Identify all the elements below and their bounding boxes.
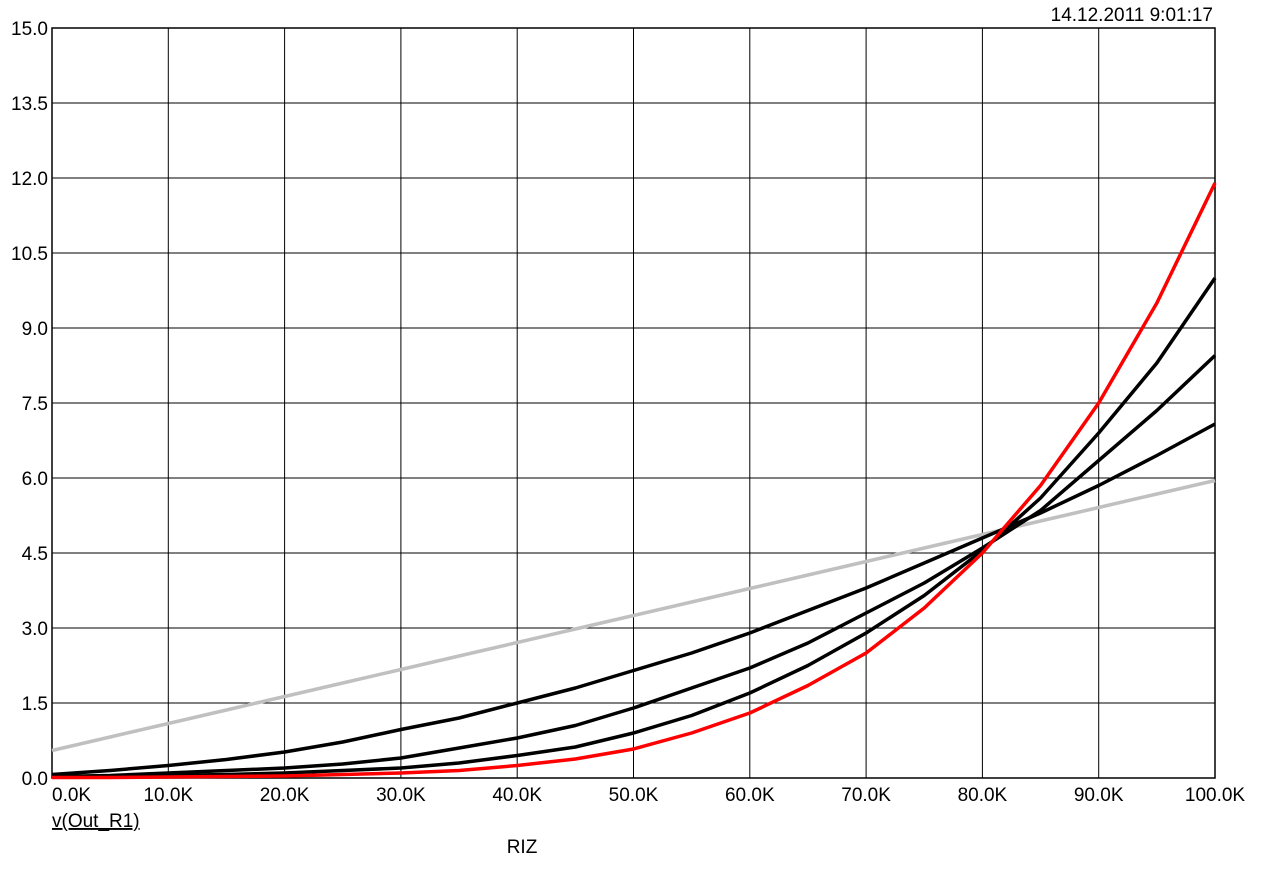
x-tick-label: 90.0K	[1074, 785, 1124, 806]
x-tick-label: 30.0K	[376, 785, 426, 806]
y-tick-label: 15.0	[11, 19, 48, 40]
y-tick-label: 6.0	[22, 469, 48, 490]
y-tick-label: 9.0	[22, 319, 48, 340]
x-tick-label: 80.0K	[958, 785, 1008, 806]
x-tick-label: 60.0K	[725, 785, 775, 806]
y-tick-label: 1.5	[22, 694, 48, 715]
legend-label: v(Out_R1)	[52, 811, 140, 832]
series-line	[51, 478, 1216, 753]
x-tick-label: 100.0K	[1185, 785, 1246, 806]
y-tick-label: 4.5	[22, 544, 48, 565]
series-line	[51, 354, 1217, 779]
y-tick-label: 10.5	[11, 244, 48, 265]
plot-border	[51, 27, 1216, 779]
x-tick-label: 70.0K	[841, 785, 891, 806]
x-tick-label: 50.0K	[609, 785, 659, 806]
y-tick-label: 7.5	[22, 394, 48, 415]
series-line	[51, 277, 1217, 779]
timestamp: 14.12.2011 9:01:17	[1051, 5, 1213, 26]
y-tick-label: 13.5	[11, 94, 48, 115]
x-tick-label: 0.0K	[52, 785, 91, 806]
y-tick-label: 3.0	[22, 619, 48, 640]
y-tick-label: 12.0	[11, 169, 48, 190]
x-tick-label: 20.0K	[260, 785, 310, 806]
y-tick-label: 0.0	[22, 769, 48, 790]
x-tick-label: 10.0K	[143, 785, 193, 806]
series-line	[52, 182, 1217, 780]
x-axis-title: RIZ	[507, 837, 538, 858]
x-tick-label: 40.0K	[492, 785, 542, 806]
